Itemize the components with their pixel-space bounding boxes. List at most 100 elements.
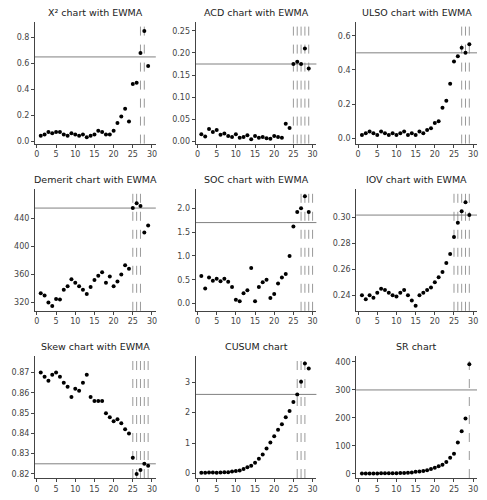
svg-text:25: 25 bbox=[449, 150, 459, 159]
svg-text:10: 10 bbox=[231, 485, 241, 494]
svg-text:1.0: 1.0 bbox=[177, 252, 190, 261]
svg-text:0.87: 0.87 bbox=[12, 368, 30, 377]
svg-text:0: 0 bbox=[195, 150, 200, 159]
svg-text:3: 3 bbox=[185, 378, 190, 387]
svg-text:25: 25 bbox=[288, 150, 298, 159]
svg-text:0.0: 0.0 bbox=[338, 134, 351, 143]
svg-text:10: 10 bbox=[391, 317, 401, 326]
svg-text:5: 5 bbox=[214, 150, 219, 159]
svg-text:0: 0 bbox=[356, 150, 361, 159]
svg-text:0.82: 0.82 bbox=[12, 470, 30, 479]
svg-text:100: 100 bbox=[335, 442, 350, 451]
svg-text:1.5: 1.5 bbox=[177, 228, 190, 237]
svg-text:0: 0 bbox=[195, 485, 200, 494]
svg-text:IOV chart with EWMA: IOV chart with EWMA bbox=[366, 174, 467, 185]
svg-text:30: 30 bbox=[307, 317, 317, 326]
svg-text:0.24: 0.24 bbox=[333, 291, 351, 300]
svg-text:25: 25 bbox=[449, 317, 459, 326]
svg-text:300: 300 bbox=[335, 386, 350, 395]
svg-text:2.0: 2.0 bbox=[177, 204, 190, 213]
svg-text:0.2: 0.2 bbox=[338, 100, 351, 109]
svg-text:10: 10 bbox=[231, 317, 241, 326]
svg-text:X² chart with EWMA: X² chart with EWMA bbox=[48, 7, 143, 18]
svg-text:0: 0 bbox=[34, 317, 39, 326]
svg-text:15: 15 bbox=[411, 317, 421, 326]
svg-text:10: 10 bbox=[70, 150, 80, 159]
svg-text:320: 320 bbox=[14, 298, 29, 307]
svg-text:0.20: 0.20 bbox=[172, 49, 190, 58]
svg-text:360: 360 bbox=[14, 270, 29, 279]
svg-text:20: 20 bbox=[269, 485, 279, 494]
svg-text:30: 30 bbox=[147, 317, 157, 326]
svg-text:30: 30 bbox=[468, 150, 478, 159]
svg-text:0: 0 bbox=[185, 469, 190, 478]
svg-text:0: 0 bbox=[345, 470, 350, 479]
svg-text:400: 400 bbox=[14, 242, 29, 251]
svg-text:CUSUM chart: CUSUM chart bbox=[225, 341, 288, 352]
svg-text:20: 20 bbox=[430, 317, 440, 326]
svg-text:0.26: 0.26 bbox=[333, 265, 351, 274]
svg-text:0: 0 bbox=[356, 485, 361, 494]
svg-text:SR chart: SR chart bbox=[396, 341, 437, 352]
svg-text:ACD chart with EWMA: ACD chart with EWMA bbox=[204, 7, 309, 18]
svg-text:20: 20 bbox=[430, 485, 440, 494]
svg-text:15: 15 bbox=[89, 485, 99, 494]
svg-text:400: 400 bbox=[335, 358, 350, 367]
svg-text:SOC chart with EWMA: SOC chart with EWMA bbox=[204, 174, 309, 185]
svg-text:5: 5 bbox=[375, 317, 380, 326]
svg-text:0.5: 0.5 bbox=[177, 276, 190, 285]
svg-text:15: 15 bbox=[89, 317, 99, 326]
svg-text:Demerit chart with EWMA: Demerit chart with EWMA bbox=[34, 174, 157, 185]
svg-text:0.15: 0.15 bbox=[172, 71, 190, 80]
svg-text:20: 20 bbox=[269, 317, 279, 326]
svg-text:0.05: 0.05 bbox=[172, 115, 190, 124]
svg-text:0.00: 0.00 bbox=[172, 137, 190, 146]
svg-text:5: 5 bbox=[54, 150, 59, 159]
svg-text:15: 15 bbox=[250, 150, 260, 159]
svg-text:5: 5 bbox=[214, 485, 219, 494]
svg-text:20: 20 bbox=[269, 150, 279, 159]
svg-text:30: 30 bbox=[307, 485, 317, 494]
svg-text:30: 30 bbox=[468, 317, 478, 326]
svg-text:30: 30 bbox=[307, 150, 317, 159]
svg-text:25: 25 bbox=[128, 317, 138, 326]
svg-text:2: 2 bbox=[185, 408, 190, 417]
svg-text:0.25: 0.25 bbox=[172, 27, 190, 36]
svg-text:30: 30 bbox=[147, 485, 157, 494]
svg-text:200: 200 bbox=[335, 414, 350, 423]
svg-text:20: 20 bbox=[109, 317, 119, 326]
svg-text:5: 5 bbox=[54, 485, 59, 494]
svg-text:25: 25 bbox=[288, 485, 298, 494]
svg-text:20: 20 bbox=[430, 150, 440, 159]
svg-text:15: 15 bbox=[250, 485, 260, 494]
svg-text:5: 5 bbox=[375, 150, 380, 159]
svg-text:25: 25 bbox=[128, 150, 138, 159]
svg-text:20: 20 bbox=[109, 485, 119, 494]
svg-text:25: 25 bbox=[449, 485, 459, 494]
svg-text:440: 440 bbox=[14, 214, 29, 223]
svg-text:0: 0 bbox=[195, 317, 200, 326]
svg-text:25: 25 bbox=[288, 317, 298, 326]
svg-text:0.4: 0.4 bbox=[17, 85, 30, 94]
svg-text:0.8: 0.8 bbox=[17, 33, 30, 42]
svg-text:1: 1 bbox=[185, 439, 190, 448]
svg-text:0: 0 bbox=[34, 485, 39, 494]
svg-text:0.30: 0.30 bbox=[333, 213, 351, 222]
svg-text:Skew chart with EWMA: Skew chart with EWMA bbox=[41, 341, 150, 352]
svg-text:15: 15 bbox=[411, 150, 421, 159]
svg-text:10: 10 bbox=[391, 150, 401, 159]
svg-text:10: 10 bbox=[391, 485, 401, 494]
svg-text:15: 15 bbox=[250, 317, 260, 326]
svg-text:0: 0 bbox=[34, 150, 39, 159]
svg-text:0.6: 0.6 bbox=[338, 32, 351, 41]
svg-text:25: 25 bbox=[128, 485, 138, 494]
svg-text:0.28: 0.28 bbox=[333, 239, 351, 248]
svg-text:10: 10 bbox=[231, 150, 241, 159]
svg-text:0.6: 0.6 bbox=[17, 59, 30, 68]
svg-text:15: 15 bbox=[411, 485, 421, 494]
svg-text:10: 10 bbox=[70, 317, 80, 326]
svg-text:0.0: 0.0 bbox=[177, 299, 190, 308]
svg-text:10: 10 bbox=[70, 485, 80, 494]
svg-text:0: 0 bbox=[356, 317, 361, 326]
svg-text:0.0: 0.0 bbox=[17, 137, 30, 146]
